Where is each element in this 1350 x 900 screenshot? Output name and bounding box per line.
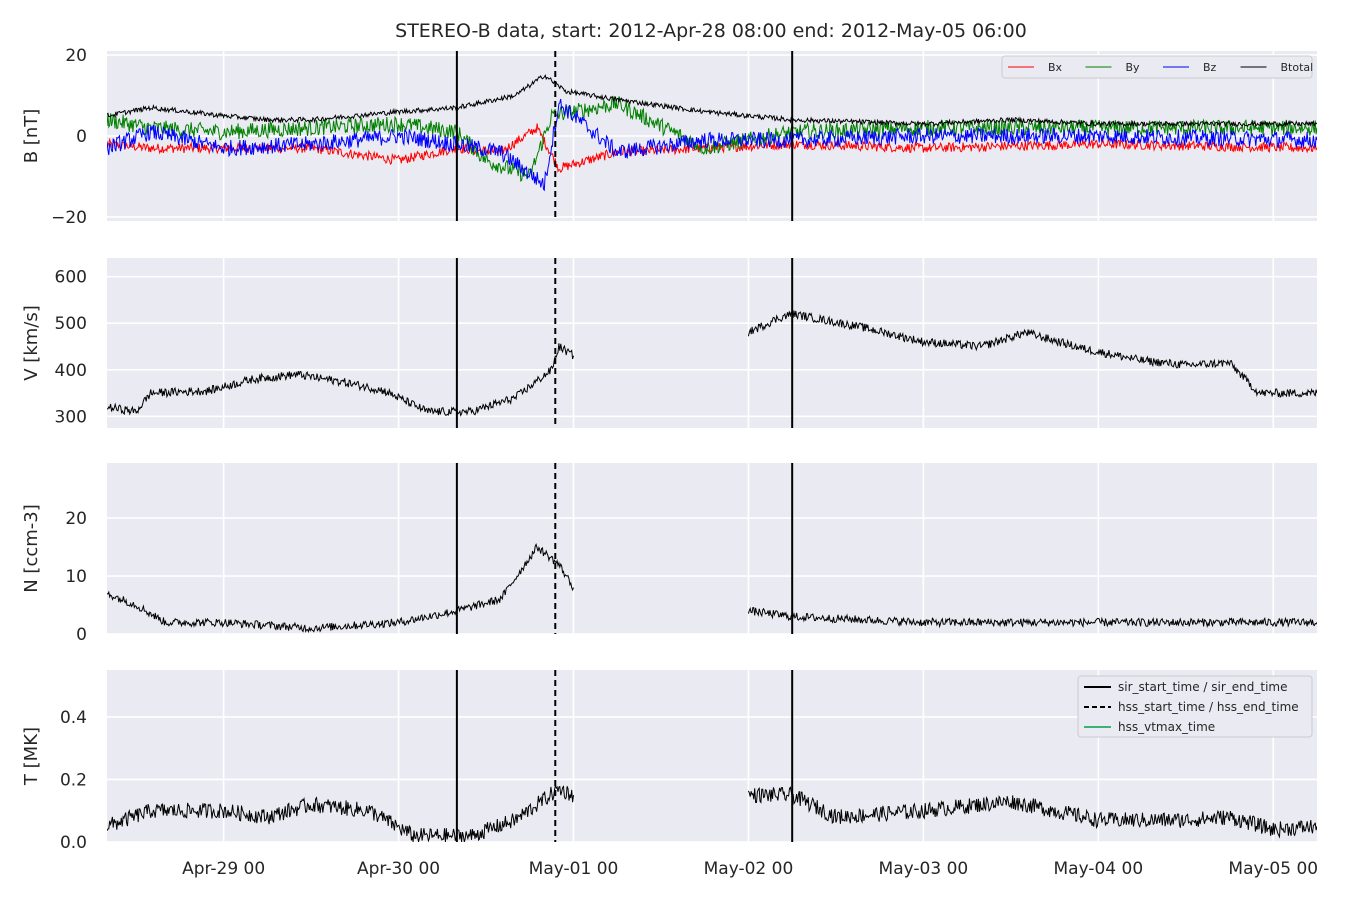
panel-N-ytick-label: 10	[65, 567, 87, 587]
legend-label-Bz: Bz	[1203, 61, 1217, 74]
legend-box	[1001, 55, 1313, 79]
panel-V-ytick-label: 400	[55, 361, 87, 381]
series-T	[107, 783, 1317, 842]
panel-T-ylabel: T [MK]	[21, 727, 42, 786]
xtick-label: Apr-30 00	[357, 859, 440, 879]
xtick-label: Apr-29 00	[182, 859, 265, 879]
legend-box	[1077, 675, 1313, 738]
panel-V-ylabel: V [km/s]	[21, 305, 42, 380]
panel-N-background	[107, 463, 1317, 634]
xtick-label: May-03 00	[879, 859, 969, 879]
panel-V-ytick-label: 500	[55, 314, 87, 334]
xtick-label: May-01 00	[529, 859, 619, 879]
panel-B-ytick-label: −20	[51, 208, 87, 228]
series-N	[107, 542, 1317, 634]
series-Bx	[107, 123, 1317, 174]
panel-T-ytick-label: 0.4	[60, 708, 87, 728]
series-Bz	[107, 98, 1317, 192]
panel-V-background	[107, 258, 1317, 428]
xtick-label: May-04 00	[1053, 859, 1143, 879]
legend-label-1: hss_start_time / hss_end_time	[1118, 700, 1299, 714]
panel-B-ytick-label: 20	[65, 46, 87, 66]
series-Btotal	[107, 73, 1317, 129]
panel-B-ylabel: B [nT]	[21, 109, 42, 164]
panel-B-ytick-label: 0	[76, 127, 87, 147]
panel-T-ytick-label: 0.2	[60, 770, 87, 790]
chart-title: STEREO-B data, start: 2012-Apr-28 08:00 …	[395, 20, 1027, 42]
panel-T-ytick-label: 0.0	[60, 833, 87, 853]
legend-label-Bx: Bx	[1048, 61, 1063, 74]
panel-V-ytick-label: 300	[55, 407, 87, 427]
series-By	[107, 96, 1317, 183]
series-V	[107, 310, 1317, 417]
xtick-label: May-02 00	[704, 859, 794, 879]
legend-label-By: By	[1126, 61, 1141, 74]
legend-label-0: sir_start_time / sir_end_time	[1118, 680, 1288, 694]
panel-V-ytick-label: 600	[55, 268, 87, 288]
legend-label-2: hss_vtmax_time	[1118, 720, 1215, 734]
xtick-label: May-05 00	[1228, 859, 1318, 879]
panel-N-ytick-label: 0	[76, 625, 87, 645]
panel-N-ylabel: N [ccm-3]	[21, 504, 42, 593]
panel-N-ytick-label: 20	[65, 509, 87, 529]
legend-label-Btotal: Btotal	[1281, 61, 1314, 74]
